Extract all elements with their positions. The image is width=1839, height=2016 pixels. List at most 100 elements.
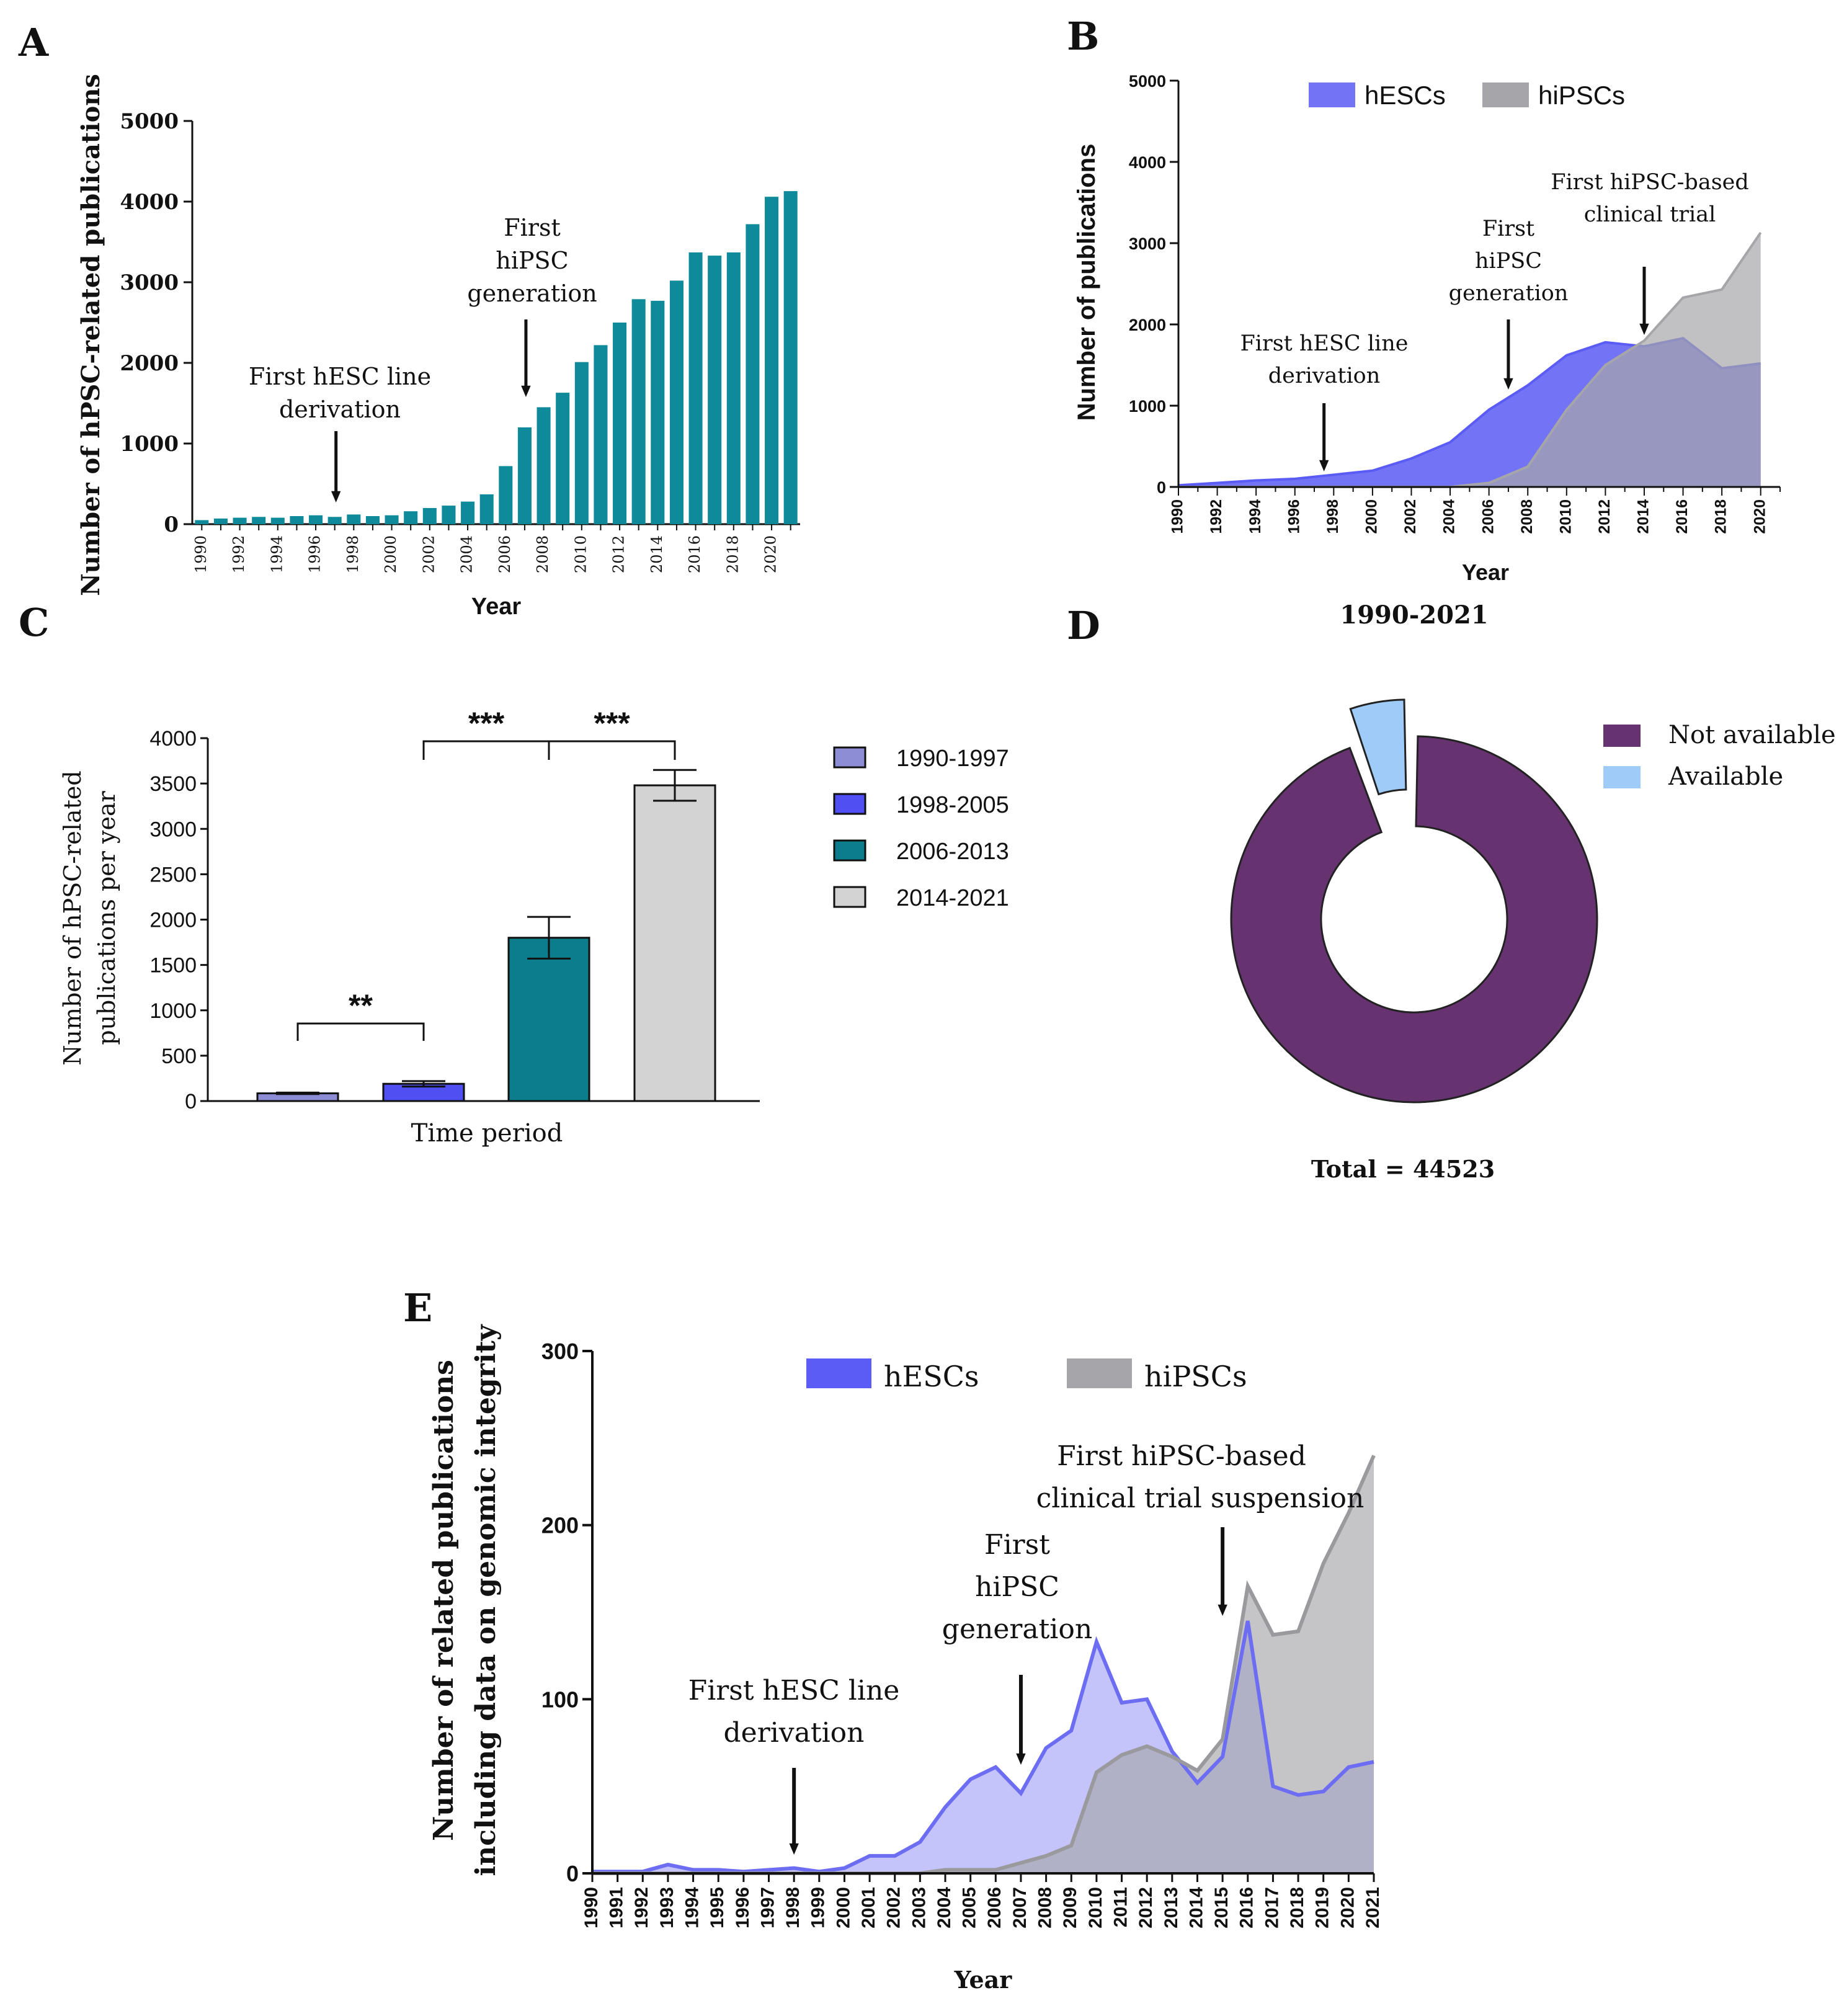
panel-e-annotation-trial-line1: First hiPSC-based (1057, 1440, 1306, 1472)
panel-b-annotation-trial-line2: clinical trial (1584, 202, 1716, 227)
panel-d-legend-swatch (1603, 725, 1641, 747)
panel-e-x-tick-label: 2003 (909, 1887, 929, 1929)
panel-b-legend-label-hescs: hESCs (1365, 81, 1446, 110)
panel-b-y-tick-label: 3000 (1129, 234, 1166, 253)
panel-e-x-tick-label: 2012 (1136, 1887, 1156, 1929)
panel-c-significance-label: *** (468, 706, 505, 741)
panel-c-legend-swatch (833, 886, 866, 908)
panel-e-x-tick-label: 2010 (1085, 1887, 1106, 1929)
panel-c-significance-label: *** (594, 706, 630, 741)
panel-e-x-tick-label: 2009 (1060, 1887, 1080, 1929)
panel-letter-b: B (1067, 14, 1099, 59)
panel-e-x-tick-label: 2002 (884, 1887, 904, 1929)
panel-b-annotation-hesc-line1: First hESC line (1240, 331, 1409, 356)
panel-b-x-label: Year (1462, 560, 1509, 585)
panel-a-x-tick-label: 2016 (686, 535, 703, 573)
panel-a-bar (517, 427, 532, 524)
panel-a-x-tick-label: 2006 (496, 535, 514, 573)
panel-e-x-tick-label: 1993 (657, 1887, 677, 1929)
panel-c-legend-swatch (833, 839, 866, 862)
panel-d-legend-label: Not available (1668, 721, 1836, 749)
panel-a-bar (651, 300, 665, 524)
panel-e-y-tick-label: 300 (541, 1339, 579, 1364)
panel-a-bar (422, 508, 437, 524)
panel-a-x-tick-label: 1992 (230, 535, 247, 573)
panel-a-bar (213, 518, 228, 524)
panel-a-x-tick-label: 2010 (572, 535, 589, 573)
panel-b-y-tick-label: 4000 (1129, 153, 1166, 172)
panel-a-bar (499, 466, 513, 524)
panel-b-legend-swatch-hipscs (1482, 83, 1529, 107)
panel-a-bar (783, 191, 798, 525)
panel-e-x-tick-label: 1991 (607, 1887, 627, 1929)
panel-e-x-tick-label: 1996 (732, 1887, 753, 1929)
panel-c-y-tick-label: 1500 (149, 954, 197, 978)
panel-b-y-tick-label: 2000 (1129, 316, 1166, 334)
panel-a-x-tick-label: 1996 (306, 535, 324, 573)
panel-a-bar (270, 517, 285, 524)
panel-e-legend-swatch-hescs (806, 1358, 871, 1388)
panel-b-legend-label-hipscs: hiPSCs (1538, 81, 1625, 110)
panel-a-chart: 0 1000 2000 3000 4000 5000 1990 1992 1994 1996 199… (76, 74, 800, 620)
panel-e-x-tick-label: 1990 (581, 1887, 602, 1929)
panel-a-bar (404, 511, 418, 524)
panel-b-x-tick-label: 2006 (1479, 499, 1497, 534)
panel-e-annotation-trial-line2: clinical trial suspension (1036, 1483, 1365, 1514)
panel-c-legend-label: 1998-2005 (896, 792, 1009, 818)
panel-b-x-tick-label: 2008 (1518, 499, 1536, 534)
panel-letter-a: A (18, 20, 49, 65)
panel-a-arrow-hipsc-head (521, 385, 531, 397)
panel-b-x-tick-label: 2016 (1673, 499, 1691, 534)
panel-a-bar (252, 517, 266, 524)
panel-b-x-tick-label: 2004 (1441, 499, 1458, 534)
panel-letter-c: C (19, 600, 49, 645)
panel-e-x-tick-label: 2008 (1035, 1887, 1056, 1929)
panel-e-arrow-hesc-head (789, 1843, 799, 1855)
panel-b-x-tick-label: 2014 (1635, 499, 1652, 534)
panel-c-bar (507, 937, 590, 1102)
panel-b-arrow-hipsc-head (1503, 378, 1513, 390)
panel-b-x-tick-label: 2002 (1402, 499, 1419, 534)
panel-a-x-tick-label: 2014 (648, 535, 666, 573)
panel-e-x-tick-label: 2021 (1363, 1887, 1383, 1929)
panel-e-x-label: Year (954, 1966, 1013, 1994)
panel-a-x-tick-label: 2020 (762, 535, 780, 573)
panel-c-y-tick-label: 2000 (149, 909, 197, 932)
panel-d-legend-label: Available (1668, 762, 1783, 791)
panel-e-x-tick-label: 2001 (858, 1887, 879, 1929)
panel-e-x-tick-label: 1992 (631, 1887, 652, 1929)
panel-b-arrow-trial-head (1639, 323, 1649, 335)
panel-b-annotation-hipsc-line3: generation (1449, 281, 1569, 306)
panel-b-x-tick-label: 1992 (1208, 499, 1225, 534)
panel-a-bar (233, 517, 247, 524)
panel-b-x-tick-label: 2012 (1596, 499, 1613, 534)
panel-a-x-tick-label: 2012 (610, 535, 628, 573)
panel-a-bar (574, 362, 589, 524)
panel-a-bar (556, 393, 570, 524)
panel-e-annotation-hesc-line2: derivation (724, 1717, 865, 1749)
panel-b-x-tick-label: 2000 (1363, 499, 1381, 534)
panel-b-arrow-hesc-head (1319, 460, 1329, 471)
panel-e-annotation-hesc-line1: First hESC line (688, 1675, 900, 1706)
panel-a-x-label: Year (471, 594, 522, 620)
panel-b-annotation-hipsc-line1: First (1482, 216, 1534, 241)
panel-a-bar (365, 516, 380, 524)
panel-e-x-tick-label: 2006 (984, 1887, 1005, 1929)
panel-e-x-tick-label: 2007 (1010, 1887, 1030, 1929)
panel-c-significance-bracket (548, 740, 676, 760)
panel-a-bar (327, 517, 342, 524)
panel-e-x-tick-label: 2005 (960, 1887, 980, 1929)
panel-e-x-tick-label: 2017 (1262, 1887, 1282, 1929)
panel-e-x-tick-label: 1997 (757, 1887, 778, 1929)
panel-c-x-label: Time period (411, 1119, 563, 1148)
panel-e-y-tick-label: 200 (541, 1513, 579, 1538)
panel-b-y-label: Number of publications (1073, 144, 1100, 421)
panel-e-y-label-line1: Number of related publications (428, 1360, 460, 1841)
panel-c-legend-label: 2014-2021 (896, 885, 1009, 911)
panel-b-y-tick-label: 1000 (1129, 397, 1166, 416)
panel-b-x-tick-label: 1996 (1285, 499, 1302, 534)
panel-e-x-tick-label: 1994 (682, 1887, 703, 1929)
panel-b-annotation-hipsc-line2: hiPSC (1475, 249, 1542, 274)
